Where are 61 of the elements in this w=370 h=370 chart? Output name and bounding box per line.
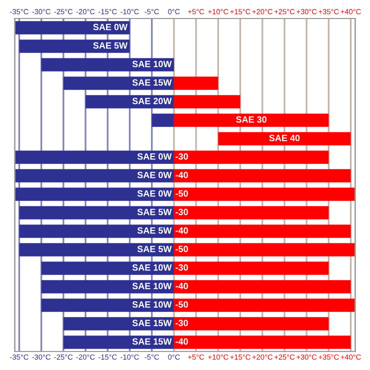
- bar: [174, 114, 329, 127]
- y-tick-label: SAE 0W: [93, 24, 128, 30]
- y-tick-label: SAE 10W: [132, 301, 172, 308]
- y-tick-label: SAE 10W: [132, 282, 172, 290]
- bar: [19, 206, 174, 220]
- y-tick-label: SAE 30: [236, 116, 266, 123]
- y-tick-label: SAE 0W: [137, 190, 172, 197]
- bar: [63, 76, 174, 90]
- bar: [86, 95, 174, 108]
- bar: [174, 95, 240, 108]
- y-tick-label: SAE 0W: [137, 172, 172, 178]
- y-tick-label: SAE 15W: [132, 79, 172, 86]
- bar: [63, 336, 174, 349]
- annotation: -30: [176, 320, 188, 326]
- annotation: -30: [176, 153, 188, 160]
- bar: [14, 188, 174, 201]
- bar: [174, 206, 329, 220]
- bar: [174, 262, 329, 275]
- annotation: -40: [176, 282, 188, 290]
- bar: [41, 280, 174, 294]
- bar: [174, 298, 356, 312]
- y-tick-label: SAE 15W: [132, 338, 172, 345]
- bar: [174, 224, 351, 238]
- bar: [174, 188, 356, 201]
- bar: [152, 114, 174, 127]
- bar: [14, 169, 174, 182]
- bar: [174, 317, 329, 330]
- bar: [218, 132, 351, 146]
- bar: [41, 298, 174, 312]
- annotation: -50: [176, 190, 188, 197]
- y-tick-label: SAE 5W: [137, 227, 172, 234]
- y-tick-label: SAE 10W: [132, 60, 172, 68]
- y-tick-label: SAE 40: [269, 134, 300, 142]
- y-tick-label: SAE 20W: [132, 98, 172, 104]
- y-tick-label: SAE 15W: [132, 320, 172, 326]
- annotation: -40: [176, 338, 188, 345]
- annotation: -40: [176, 172, 188, 178]
- y-tick-label: SAE 0W: [137, 153, 172, 160]
- bar: [41, 262, 174, 275]
- y-tick-label: SAE 5W: [137, 246, 172, 252]
- bar: [174, 150, 329, 164]
- annotation: -30: [176, 264, 188, 271]
- bar: [174, 280, 351, 294]
- annotation: -50: [176, 246, 188, 252]
- y-tick-label: SAE 5W: [93, 42, 128, 49]
- y-tick-label: SAE 10W: [132, 264, 172, 271]
- bar: [19, 224, 174, 238]
- annotation: -30: [176, 208, 188, 216]
- annotation: -40: [176, 227, 188, 234]
- bar: [174, 243, 356, 256]
- bar: [14, 150, 174, 164]
- bar: [174, 169, 351, 182]
- y-tick-label: SAE 5W: [137, 208, 172, 216]
- bar: [174, 76, 218, 90]
- bar: [19, 40, 130, 53]
- bar: [63, 317, 174, 330]
- bar: [14, 21, 130, 34]
- bar: [174, 336, 351, 349]
- annotation: -50: [176, 301, 188, 308]
- bar: [41, 58, 174, 72]
- bar: [19, 243, 174, 256]
